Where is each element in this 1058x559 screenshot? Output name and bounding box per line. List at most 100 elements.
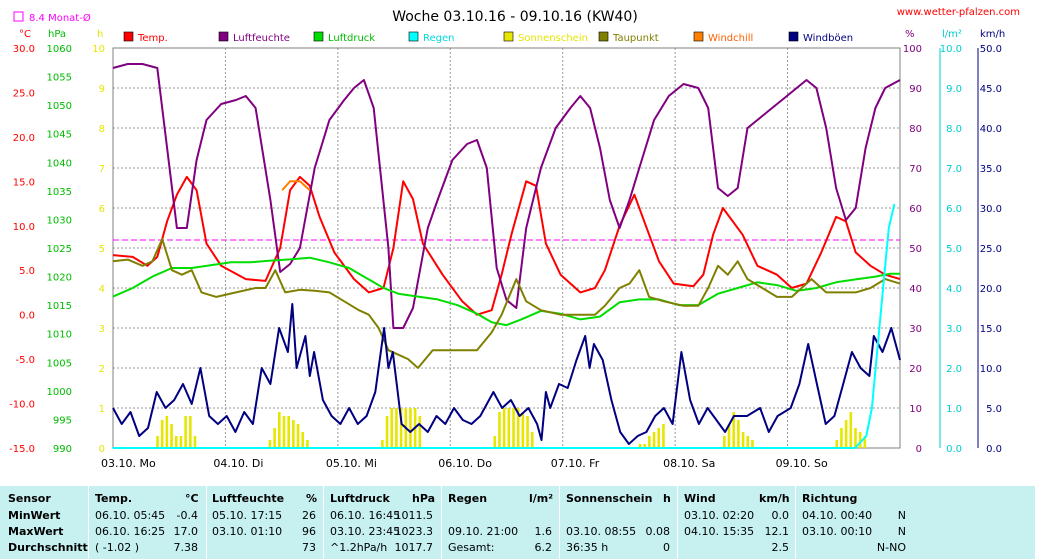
sunshine-bar [643, 444, 646, 448]
sunshine-bars [156, 408, 867, 448]
stat-wind-val: 0.0 [771, 509, 790, 522]
avg-marker-label: 8.4 Monat-Ø [29, 12, 91, 24]
humidity-tick-label: 90 [909, 84, 922, 95]
sunshine-bar [849, 412, 853, 448]
sunshine-bar [306, 440, 309, 448]
stat-temp-val: 7.38 [173, 541, 199, 554]
stat-hum-val: 26 [302, 509, 316, 522]
pressure-tick-label: 1010 [47, 330, 72, 341]
pressure-tick-label: 995 [53, 415, 72, 426]
sunshine-bar [170, 424, 173, 448]
legend-swatch [408, 31, 419, 42]
sunshine-bar [184, 416, 187, 448]
sun-tick-label: 3 [99, 324, 105, 335]
humidity-unit-header: % [306, 492, 318, 505]
sunshine-bar [652, 432, 656, 448]
pressure-tick-label: 1030 [47, 215, 72, 226]
sunshine-bar [638, 444, 642, 448]
humidity-tick-label: 80 [909, 124, 922, 135]
sunshine-bar [854, 428, 857, 448]
stat-hum-val: 73 [302, 541, 316, 554]
sun-unit: h [97, 29, 103, 40]
pressure-tick-label: 1035 [47, 187, 72, 198]
sunshine-bar [498, 412, 501, 448]
legend-swatch [123, 31, 134, 42]
pressure-unit-header: hPa [412, 492, 436, 505]
direction-header: Richtung [802, 492, 858, 505]
rain-tick-label: 4.0 [946, 284, 962, 295]
col-divider [559, 486, 560, 559]
humidity-tick-label: 0 [916, 444, 922, 455]
rain-tick-label: 7.0 [946, 164, 962, 175]
sunshine-bar [516, 408, 520, 448]
sunshine-bar [526, 416, 529, 448]
sunshine-bar [301, 432, 305, 448]
temp-unit: °C [19, 29, 31, 40]
stat-hum-time: 03.10. 01:10 [212, 525, 283, 538]
rain-unit: l/m² [942, 29, 962, 40]
sunshine-bar [863, 436, 867, 448]
x-tick-label: 07.10. Fr [551, 457, 600, 470]
stat-temp-time: 06.10. 16:25 [95, 525, 166, 538]
weather-chart: Woche 03.10.16 - 09.10.16 (KW40) www.wet… [9, 7, 1020, 470]
sun-tick-label: 2 [99, 364, 105, 375]
chart-series [112, 63, 901, 449]
rain-tick-label: 2.0 [946, 364, 962, 375]
col-divider [677, 486, 678, 559]
sunshine-bar [188, 416, 192, 448]
series-taupunkt-line [112, 238, 901, 369]
sun-header: Sonnenschein [566, 492, 653, 505]
sunshine-bar [657, 428, 661, 448]
sunshine-bar [296, 424, 300, 448]
sunshine-bar [746, 436, 750, 448]
temp-tick-label: -5.0 [15, 355, 35, 366]
pressure-tick-label: 1005 [47, 358, 72, 369]
sunshine-bar [381, 440, 384, 448]
x-tick-label: 09.10. So [776, 457, 828, 470]
sensor-header: Sensor [8, 492, 51, 505]
temp-tick-label: 30.0 [13, 44, 35, 55]
col-divider [323, 486, 324, 559]
sun-tick-label: 4 [99, 284, 105, 295]
pressure-tick-label: 1020 [47, 273, 72, 284]
pressure-tick-label: 1045 [47, 130, 72, 141]
wind-tick-label: 0.0 [986, 444, 1002, 455]
stat-rain-time: 09.10. 21:00 [448, 525, 519, 538]
stat-sun-val: 0.08 [645, 525, 671, 538]
sunshine-bar [390, 408, 394, 448]
temp-header: Temp. [95, 492, 133, 505]
sunshine-bar [835, 440, 839, 448]
sunshine-bar [179, 436, 183, 448]
rain-tick-label: 8.0 [946, 124, 962, 135]
legend-label: Regen [423, 33, 455, 44]
stat-rain-time: Gesamt: [448, 541, 495, 554]
sunshine-bar [278, 412, 281, 448]
x-tick-label: 06.10. Do [438, 457, 492, 470]
sunshine-bar [395, 408, 398, 448]
humidity-tick-label: 50 [909, 244, 922, 255]
col-divider [206, 486, 207, 559]
humidity-header: Luftfeuchte [212, 492, 285, 505]
sunshine-bar [165, 416, 169, 448]
sun-tick-label: 5 [99, 244, 105, 255]
legend-swatch [503, 31, 514, 42]
sunshine-bar [751, 440, 754, 448]
legend-swatch [788, 31, 799, 42]
sun-tick-label: 10 [92, 44, 105, 55]
sunshine-bar [732, 412, 735, 448]
series-regen-line [113, 203, 896, 449]
temp-tick-label: -10.0 [9, 400, 35, 411]
stat-dir-val: N [897, 525, 906, 538]
sunshine-bar [268, 440, 272, 448]
humidity-tick-label: 70 [909, 164, 922, 175]
col-divider [88, 486, 89, 559]
pressure-tick-label: 1055 [47, 73, 72, 84]
legend-swatch [313, 31, 324, 42]
rain-tick-label: 10.0 [940, 44, 962, 55]
humidity-unit: % [905, 29, 915, 40]
humidity-tick-label: 40 [909, 284, 922, 295]
temp-tick-label: 0.0 [19, 311, 35, 322]
pressure-header: Luftdruck [330, 492, 390, 505]
temp-tick-label: 5.0 [19, 266, 35, 277]
rain-tick-label: 0.0 [946, 444, 962, 455]
